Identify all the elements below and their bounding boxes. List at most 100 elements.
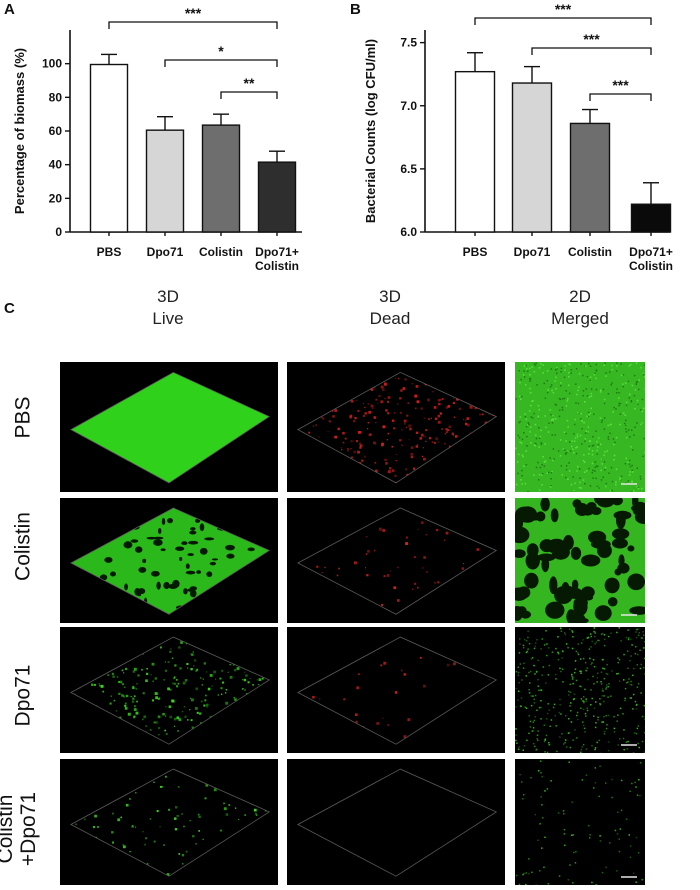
microscopy-image-canvas (515, 760, 643, 885)
stained-cells (297, 372, 497, 483)
y-axis-label: Percentage of biomass (%) (12, 48, 27, 214)
y-tick-label: 7.5 (400, 36, 417, 50)
stained-cells (515, 627, 645, 753)
stained-cells (297, 508, 497, 615)
significance-bracket (531, 47, 652, 55)
microscopy-image (287, 498, 505, 623)
microscopy-image (515, 759, 645, 885)
significance-label: *** (555, 1, 572, 17)
bar (454, 70, 496, 233)
x-tick-label: PBS (97, 245, 122, 259)
panel-c-letter: C (4, 300, 15, 317)
y-tick-label: 100 (42, 57, 62, 71)
bar (145, 129, 185, 233)
x-tick-label: Colistin (568, 245, 612, 259)
microscopy-image-canvas (297, 507, 498, 615)
microscopy-image-canvas (297, 371, 498, 484)
x-tick-label: Dpo71 (514, 245, 551, 259)
row-label-line1: Colistin (11, 512, 35, 581)
row-label-line1: Dpo71 (11, 664, 35, 727)
microscopy-image-canvas (515, 627, 645, 753)
y-tick-label: 0 (55, 225, 62, 239)
microscopy-image-canvas (515, 362, 645, 492)
column-header-line2: Live (152, 309, 184, 328)
stained-cells (515, 498, 645, 623)
volume-outline (297, 507, 498, 615)
row-label-line1: PBS (11, 396, 35, 439)
bar (89, 63, 129, 233)
row-label-colistin-dpo71: Colistin +Dpo71 (0, 779, 40, 879)
stained-cells (70, 637, 270, 745)
volume-outline (297, 636, 498, 745)
bar (569, 122, 611, 233)
stained-cells (515, 760, 643, 885)
y-tick-label: 80 (49, 90, 63, 104)
panel-letter: B (350, 1, 361, 18)
x-tick-label: PBS (463, 245, 488, 259)
bar (257, 161, 297, 233)
bar (511, 82, 553, 233)
microscopy-image-canvas (70, 636, 271, 745)
column-header-3d-dead: 3D Dead (330, 286, 450, 330)
column-header-2d-merged: 2D Merged (520, 286, 640, 330)
x-tick-label: Colistin (199, 245, 243, 259)
microscopy-image-canvas (297, 636, 498, 745)
stained-cells (70, 769, 270, 877)
microscopy-image (60, 759, 278, 885)
significance-bracket (164, 59, 278, 67)
microscopy-image-canvas (515, 498, 645, 623)
significance-label: * (218, 43, 224, 59)
column-header-3d-live: 3D Live (108, 286, 228, 330)
y-tick-label: 40 (49, 158, 63, 172)
significance-bracket (220, 91, 278, 99)
significance-label: *** (612, 77, 629, 93)
column-header-line1: 2D (569, 287, 591, 306)
panel-letter: A (4, 1, 15, 18)
microscopy-image-canvas (70, 371, 271, 484)
y-axis-label: Bacterial Counts (log CFU/ml) (363, 39, 378, 223)
y-tick-label: 20 (49, 191, 63, 205)
microscopy-image (60, 498, 278, 623)
y-tick-label: 60 (49, 124, 63, 138)
bar-charts-figure: A 0 20 40 60 80 100 Percentage of biomass (%) PB… (4, 1, 673, 273)
row-label-pbs: PBS (12, 373, 35, 463)
microscopy-image (287, 627, 505, 753)
stained-cells (70, 372, 270, 483)
x-tick-label: Colistin (255, 259, 299, 273)
column-header-line1: 3D (379, 287, 401, 306)
significance-label: *** (185, 5, 202, 21)
x-tick-label: Dpo71 (147, 245, 184, 259)
stained-cells (70, 508, 270, 615)
significance-bracket (108, 21, 278, 29)
row-label-dpo71: Dpo71 (12, 651, 35, 741)
stained-cells (298, 640, 496, 745)
microscopy-image (287, 362, 505, 492)
bar (630, 203, 672, 233)
row-label-colistin: Colistin (12, 502, 35, 592)
x-tick-label: Dpo71+ (255, 245, 299, 259)
x-tick-label: Colistin (629, 259, 673, 273)
x-tick-label: Dpo71+ (629, 245, 673, 259)
microscopy-image (287, 759, 505, 885)
significance-label: *** (583, 31, 600, 47)
volume-outline (70, 768, 271, 877)
volume-outline (297, 371, 498, 484)
column-header-line1: 3D (157, 287, 179, 306)
significance-label: ** (244, 75, 255, 91)
row-label-line2: +Dpo71 (17, 791, 40, 867)
column-header-line2: Merged (551, 309, 609, 328)
y-tick-label: 6.5 (400, 162, 417, 176)
microscopy-image (515, 627, 645, 753)
y-tick-label: 7.0 (400, 99, 417, 113)
microscopy-image (60, 362, 278, 492)
microscopy-image-canvas (297, 768, 498, 877)
stained-cells (515, 362, 645, 492)
volume-outline (297, 768, 498, 877)
microscopy-image (60, 627, 278, 753)
microscopy-image (515, 498, 645, 623)
microscopy-image-canvas (70, 768, 271, 877)
column-header-line2: Dead (369, 309, 411, 328)
y-tick-label: 6.0 (400, 225, 417, 239)
microscopy-image-canvas (70, 507, 271, 615)
microscopy-image (515, 362, 645, 492)
